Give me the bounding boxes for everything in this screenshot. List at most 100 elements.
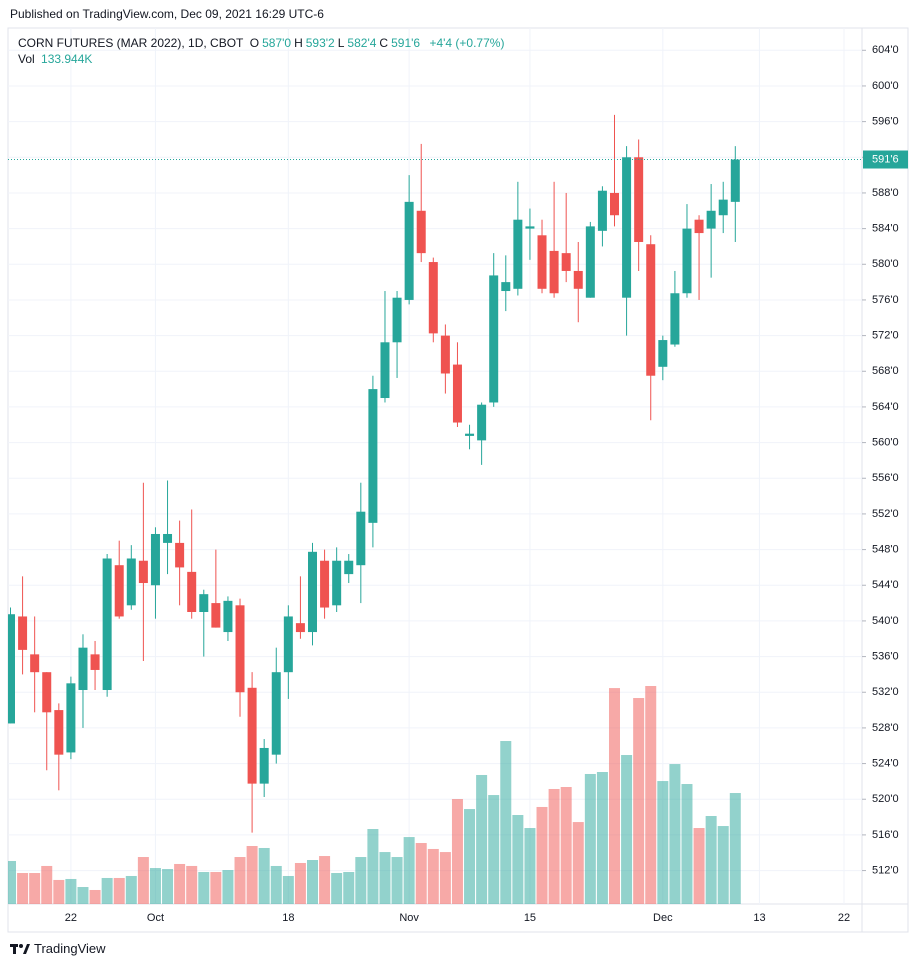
y-tick-label: 516'0	[872, 829, 899, 841]
ohlc-item: L 582'4	[338, 36, 380, 50]
last-price-tag	[863, 150, 908, 169]
volume-bar	[391, 857, 403, 904]
candle-body	[8, 614, 15, 724]
candle-body	[416, 210, 426, 254]
volume-bar	[270, 865, 282, 904]
x-tick-label: Dec	[653, 912, 673, 924]
ohlc-value: 582'4	[347, 36, 377, 50]
candle-body	[561, 253, 571, 271]
y-tick-label: 600'0	[872, 80, 899, 92]
candle-body	[670, 293, 680, 345]
change: +4'4 (+0.77%)	[429, 36, 505, 50]
candle-body	[211, 603, 221, 628]
volume-bar	[681, 784, 693, 904]
legend: CORN FUTURES (MAR 2022), 1D, CBOT O 587'0…	[18, 35, 507, 67]
candle-body	[150, 533, 160, 586]
y-tick-label: 588'0	[872, 187, 899, 199]
legend-row: CORN FUTURES (MAR 2022), 1D, CBOT O 587'0…	[18, 35, 507, 51]
candle-body	[271, 672, 281, 755]
volume-bar	[282, 875, 294, 904]
volume-bar	[343, 872, 355, 904]
volume-bar	[693, 828, 705, 904]
volume-bar	[427, 848, 439, 904]
candle-body	[223, 600, 233, 633]
volume-key: Vol	[18, 52, 35, 66]
volume-bar	[77, 887, 89, 904]
x-tick-label: Nov	[399, 912, 419, 924]
volume-bar	[234, 857, 246, 904]
volume-bar	[210, 872, 222, 904]
y-tick-label: 532'0	[872, 686, 899, 698]
y-tick-label: 544'0	[872, 579, 899, 591]
candle-body	[706, 210, 716, 229]
volume-bar	[705, 816, 717, 904]
candle-body	[308, 551, 317, 633]
y-tick-label: 524'0	[872, 757, 899, 769]
candle-layer	[8, 114, 740, 833]
ohlc: O 587'0 H 593'2 L 582'4 C 591'6	[250, 36, 423, 50]
candle-body	[78, 647, 88, 691]
ohlc-value: 593'2	[305, 36, 335, 50]
candle-body	[718, 199, 728, 216]
candle-body	[392, 297, 402, 343]
candle-body	[138, 560, 148, 584]
x-tick-label: 13	[753, 912, 765, 924]
volume-bar	[729, 793, 741, 904]
volume-bar	[439, 852, 451, 904]
candle-body	[247, 687, 257, 784]
volume-bar	[149, 868, 161, 904]
y-tick-label: 552'0	[872, 508, 899, 520]
candle-body	[730, 159, 740, 202]
candle-body	[90, 654, 100, 670]
candle-body	[114, 565, 124, 617]
candle-body	[525, 226, 535, 229]
footer: TradingView	[10, 941, 106, 956]
volume-bar	[17, 873, 29, 904]
volume-bar	[355, 857, 367, 904]
candle-body	[320, 560, 330, 608]
y-tick-label: 556'0	[872, 472, 899, 484]
candle-body	[513, 219, 523, 289]
volume-bar	[500, 741, 512, 904]
volume-bar	[609, 688, 620, 904]
volume-row: Vol 133.944K	[18, 51, 507, 67]
y-tick-label: 604'0	[872, 44, 899, 56]
candle-body	[477, 404, 487, 441]
y-tick-label: 540'0	[872, 615, 899, 627]
volume-bar	[536, 806, 548, 904]
candle-body	[175, 542, 185, 568]
volume-bar	[476, 774, 488, 904]
volume-bar	[488, 795, 500, 904]
volume-bar	[307, 860, 318, 904]
x-tick-label: 22	[65, 912, 77, 924]
ohlc-value: 587'0	[262, 36, 292, 50]
symbol: CORN FUTURES (MAR 2022), 1D, CBOT	[18, 36, 244, 50]
candle-body	[54, 710, 64, 755]
volume-bar	[548, 788, 560, 904]
ohlc-key: O	[249, 36, 260, 50]
volume-bar	[294, 862, 306, 904]
volume-bar	[596, 772, 608, 904]
x-tick-label: 22	[838, 912, 850, 924]
volume-bar	[415, 843, 427, 904]
candle-body	[585, 226, 595, 298]
volume-bar	[174, 863, 186, 904]
volume-bar	[524, 828, 536, 904]
candle-body	[404, 201, 414, 300]
candle-body	[356, 511, 366, 566]
volume-bar	[633, 698, 645, 904]
volume-bar	[137, 857, 149, 904]
volume-bar	[331, 873, 343, 904]
candle-body	[344, 560, 354, 575]
y-tick-label: 512'0	[872, 864, 899, 876]
candle-body	[610, 192, 619, 216]
volume-value: 133.944K	[41, 52, 93, 66]
candle-body	[658, 340, 668, 367]
ohlc-key: H	[294, 36, 303, 50]
footer-brand: TradingView	[34, 941, 106, 956]
volume-bar	[222, 870, 234, 904]
candle-body	[30, 654, 40, 673]
candle-body	[42, 672, 52, 713]
